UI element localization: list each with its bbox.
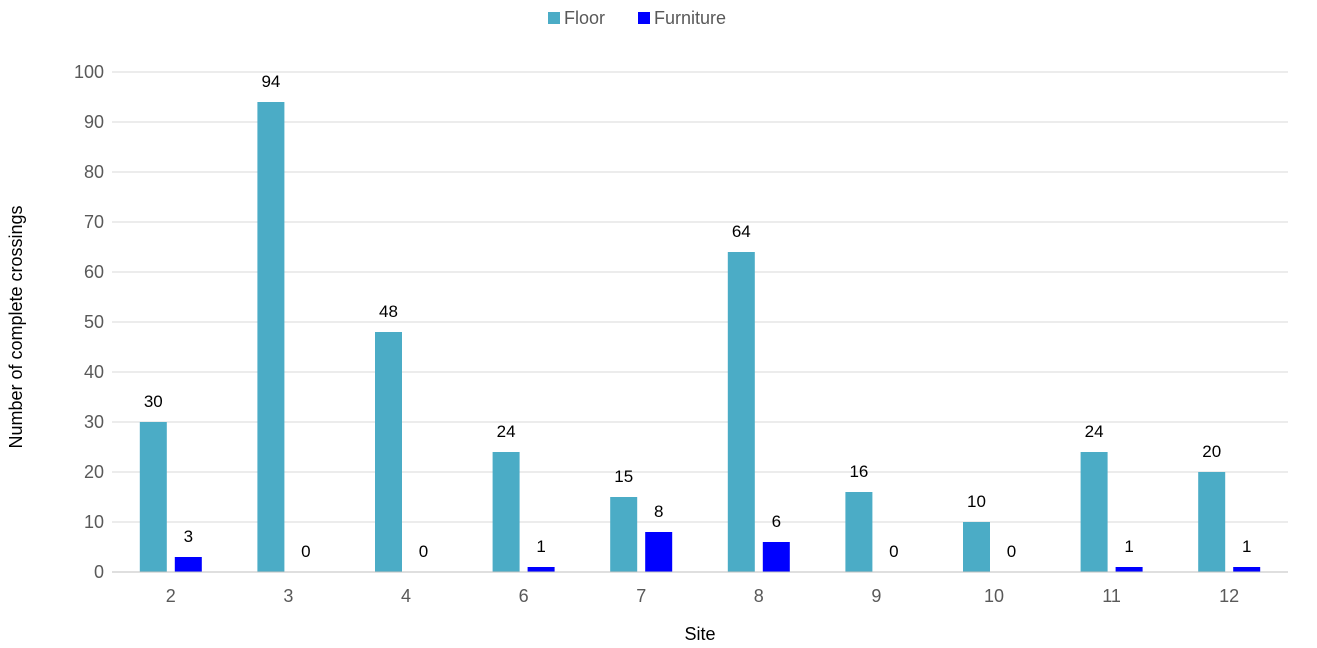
data-label-floor: 94 bbox=[261, 72, 280, 91]
data-label-furniture: 1 bbox=[536, 537, 545, 556]
x-tick-label: 2 bbox=[166, 586, 176, 606]
data-label-floor: 10 bbox=[967, 492, 986, 511]
legend-swatch-furniture bbox=[638, 12, 650, 24]
bar-floor-site-9 bbox=[845, 492, 873, 572]
x-axis-title: Site bbox=[684, 624, 715, 644]
bar-floor-site-12 bbox=[1198, 472, 1226, 572]
data-label-furniture: 3 bbox=[184, 527, 193, 546]
data-label-furniture: 0 bbox=[889, 542, 898, 561]
data-label-furniture: 1 bbox=[1124, 537, 1133, 556]
y-tick-label: 40 bbox=[84, 362, 104, 382]
x-tick-label: 3 bbox=[283, 586, 293, 606]
x-tick-label: 12 bbox=[1219, 586, 1239, 606]
bar-furniture-site-6 bbox=[527, 567, 555, 572]
y-tick-label: 20 bbox=[84, 462, 104, 482]
data-label-floor: 16 bbox=[849, 462, 868, 481]
y-axis-ticks: 0 10 20 30 40 50 60 70 80 90 100 bbox=[74, 62, 104, 582]
bar-floor-site-8 bbox=[727, 252, 755, 572]
bar-floor-site-7 bbox=[610, 497, 638, 572]
bar-floor-site-4 bbox=[375, 332, 402, 572]
x-tick-label: 10 bbox=[984, 586, 1004, 606]
bar-floor-site-10 bbox=[963, 522, 990, 572]
legend-label-floor: Floor bbox=[564, 8, 605, 28]
y-tick-label: 70 bbox=[84, 212, 104, 232]
data-label-floor: 20 bbox=[1202, 442, 1221, 461]
bar-furniture-site-2 bbox=[174, 557, 202, 572]
data-label-furniture: 0 bbox=[1007, 542, 1016, 561]
bars bbox=[139, 102, 1261, 572]
y-tick-label: 90 bbox=[84, 112, 104, 132]
data-label-floor: 48 bbox=[379, 302, 398, 321]
data-labels: 30 3 94 0 48 0 24 1 15 8 64 6 16 0 10 0 24 1 20 1 bbox=[144, 72, 1252, 561]
x-tick-label: 4 bbox=[401, 586, 411, 606]
bar-floor-site-3 bbox=[257, 102, 285, 572]
data-label-furniture: 1 bbox=[1242, 537, 1251, 556]
x-tick-label: 8 bbox=[754, 586, 764, 606]
x-tick-label: 7 bbox=[636, 586, 646, 606]
y-tick-label: 30 bbox=[84, 412, 104, 432]
data-label-furniture: 0 bbox=[419, 542, 428, 561]
bar-floor-site-11 bbox=[1080, 452, 1108, 572]
x-tick-label: 11 bbox=[1102, 586, 1121, 606]
legend: Floor Furniture bbox=[548, 8, 726, 28]
bar-furniture-site-12 bbox=[1233, 567, 1261, 572]
data-label-furniture: 8 bbox=[654, 502, 663, 521]
data-label-furniture: 6 bbox=[772, 512, 781, 531]
y-tick-label: 60 bbox=[84, 262, 104, 282]
y-tick-label: 100 bbox=[74, 62, 104, 82]
y-axis-title: Number of complete crossings bbox=[6, 205, 26, 448]
bar-furniture-site-7 bbox=[645, 532, 673, 572]
legend-label-furniture: Furniture bbox=[654, 8, 726, 28]
bar-floor-site-6 bbox=[492, 452, 520, 572]
y-tick-label: 80 bbox=[84, 162, 104, 182]
data-label-floor: 30 bbox=[144, 392, 163, 411]
bar-furniture-site-11 bbox=[1115, 567, 1143, 572]
legend-swatch-floor bbox=[548, 12, 560, 24]
data-label-floor: 15 bbox=[614, 467, 633, 486]
data-label-floor: 64 bbox=[732, 222, 751, 241]
bar-furniture-site-8 bbox=[762, 542, 790, 572]
y-tick-label: 50 bbox=[84, 312, 104, 332]
data-label-furniture: 0 bbox=[301, 542, 310, 561]
x-tick-label: 6 bbox=[519, 586, 529, 606]
x-tick-label: 9 bbox=[871, 586, 881, 606]
data-label-floor: 24 bbox=[1085, 422, 1104, 441]
x-axis-ticks: 2 3 4 6 7 8 9 10 11 12 bbox=[166, 586, 1239, 606]
data-label-floor: 24 bbox=[497, 422, 516, 441]
gridlines bbox=[112, 71, 1288, 523]
y-tick-label: 10 bbox=[84, 512, 104, 532]
bar-floor-site-2 bbox=[139, 422, 167, 572]
y-tick-label: 0 bbox=[94, 562, 104, 582]
